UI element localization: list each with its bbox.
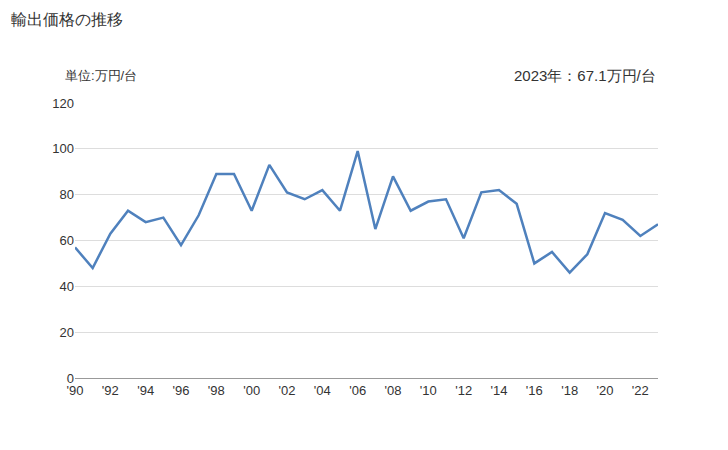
svg-text:'04: '04 [314, 383, 331, 398]
svg-text:40: 40 [60, 279, 74, 294]
svg-text:60: 60 [60, 233, 74, 248]
svg-text:'12: '12 [455, 383, 472, 398]
svg-text:80: 80 [60, 187, 74, 202]
svg-text:100: 100 [52, 141, 74, 156]
svg-text:'94: '94 [137, 383, 154, 398]
svg-text:'22: '22 [632, 383, 649, 398]
svg-text:輸出価格の推移: 輸出価格の推移 [11, 11, 123, 28]
svg-text:120: 120 [52, 96, 74, 111]
svg-text:'00: '00 [243, 383, 260, 398]
svg-text:0: 0 [67, 371, 74, 386]
svg-text:'06: '06 [349, 383, 366, 398]
svg-text:'08: '08 [385, 383, 402, 398]
svg-text:'20: '20 [597, 383, 614, 398]
svg-text:'14: '14 [491, 383, 508, 398]
svg-text:'10: '10 [420, 383, 437, 398]
svg-text:'16: '16 [526, 383, 543, 398]
svg-text:'92: '92 [102, 383, 119, 398]
svg-text:20: 20 [60, 325, 74, 340]
svg-text:単位:万円/台: 単位:万円/台 [65, 68, 137, 83]
svg-text:'98: '98 [208, 383, 225, 398]
svg-text:'90: '90 [67, 383, 84, 398]
svg-text:'02: '02 [279, 383, 296, 398]
svg-text:'96: '96 [173, 383, 190, 398]
svg-text:2023年：67.1万円/台: 2023年：67.1万円/台 [514, 67, 656, 84]
svg-text:'18: '18 [561, 383, 578, 398]
